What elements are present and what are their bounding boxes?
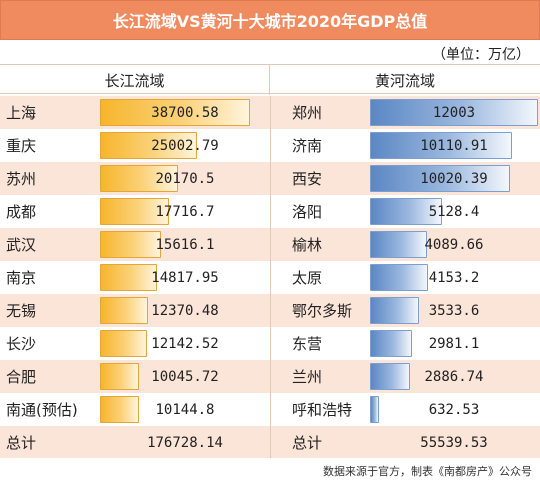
total-label-right: 总计	[292, 434, 323, 452]
table-row: 南京 14817.95 太原 4153.2	[0, 261, 540, 294]
bar-yangtze	[100, 396, 140, 423]
header-yellow-river: 黄河流域	[374, 71, 435, 90]
city-name-yellow-river: 西安	[292, 170, 323, 188]
value-yangtze: 12370.48	[151, 302, 219, 319]
table-row: 成都 17716.7 洛阳 5128.4	[0, 195, 540, 228]
bar-yellow-river	[370, 264, 429, 291]
city-name-yellow-river: 兰州	[292, 368, 323, 386]
total-row: 总计 176728.14 总计 55539.53	[0, 426, 540, 458]
bar-yellow-river	[370, 99, 538, 126]
city-name-yangtze: 合肥	[6, 368, 37, 386]
table-row: 合肥 10045.72 兰州 2886.74	[0, 360, 540, 393]
bar-yangtze	[100, 363, 139, 390]
city-name-yellow-river: 东营	[292, 335, 323, 353]
bar-yangtze	[100, 297, 148, 324]
value-yellow-river: 5128.4	[428, 203, 480, 220]
table-row: 重庆 25002.79 济南 10110.91	[0, 129, 540, 162]
table-row: 苏州 20170.5 西安 10020.39	[0, 162, 540, 195]
unit-label: （单位：万亿）	[432, 47, 530, 63]
city-name-yellow-river: 呼和浩特	[292, 401, 353, 419]
value-yellow-river: 4153.2	[428, 269, 480, 286]
bar-yellow-river	[370, 132, 512, 159]
value-yangtze: 10045.72	[151, 368, 219, 385]
city-name-yellow-river: 榆林	[292, 236, 323, 254]
bar-yellow-river	[370, 363, 411, 390]
total-value-left: 176728.14	[147, 434, 223, 451]
value-yangtze: 25002.79	[151, 137, 219, 154]
bar-yellow-river	[370, 165, 511, 192]
bar-yellow-river	[370, 297, 420, 324]
table-row: 长沙 12142.52 东营 2981.1	[0, 327, 540, 360]
city-name-yangtze: 南京	[6, 269, 37, 287]
bar-yangtze	[100, 264, 158, 291]
bar-yangtze	[100, 99, 250, 126]
value-yellow-river: 12003	[432, 104, 476, 121]
header-yangtze: 长江流域	[0, 65, 270, 95]
chart-title: 长江流域VS黄河十大城市2020年GDP总值	[0, 0, 540, 40]
bar-yangtze	[100, 330, 148, 357]
table-row: 无锡 12370.48 鄂尔多斯 3533.6	[0, 294, 540, 327]
table-row: 武汉 15616.1 榆林 4089.66	[0, 228, 540, 261]
city-name-yellow-river: 洛阳	[292, 203, 323, 221]
column-header-row: 长江流域 黄河流域	[0, 64, 540, 95]
bar-yangtze	[100, 165, 179, 192]
value-yellow-river: 3533.6	[428, 302, 480, 319]
city-name-yellow-river: 郑州	[292, 104, 323, 122]
value-yellow-river: 2981.1	[428, 335, 480, 352]
bar-yangtze	[100, 132, 197, 159]
city-name-yangtze: 南通(预估)	[6, 401, 78, 419]
bar-yangtze	[100, 198, 169, 225]
bar-yellow-river	[370, 198, 442, 225]
bar-yellow-river	[370, 396, 379, 423]
value-yangtze: 20170.5	[155, 170, 215, 187]
value-yellow-river: 10110.91	[420, 137, 488, 154]
bar-yellow-river	[370, 330, 412, 357]
table-row: 南通(预估) 10144.8 呼和浩特 632.53	[0, 393, 540, 426]
city-name-yellow-river: 鄂尔多斯	[292, 302, 353, 320]
value-yellow-river: 4089.66	[424, 236, 484, 253]
city-name-yangtze: 重庆	[6, 137, 37, 155]
city-name-yellow-river: 太原	[292, 269, 323, 287]
value-yellow-river: 10020.39	[420, 170, 488, 187]
source-footer: 数据来源于官方，制表《南都房产》公众号	[323, 465, 532, 478]
bar-yangtze	[100, 231, 161, 258]
city-name-yangtze: 成都	[6, 203, 37, 221]
bar-yellow-river	[370, 231, 428, 258]
city-name-yellow-river: 济南	[292, 137, 323, 155]
table-row: 上海 38700.58 郑州 12003	[0, 96, 540, 129]
city-name-yangtze: 苏州	[6, 170, 37, 188]
city-name-yangtze: 无锡	[6, 302, 37, 320]
value-yangtze: 12142.52	[151, 335, 219, 352]
city-name-yangtze: 上海	[6, 104, 37, 122]
value-yangtze: 10144.8	[155, 401, 215, 418]
value-yellow-river: 632.53	[428, 401, 480, 418]
value-yangtze: 17716.7	[155, 203, 215, 220]
city-name-yangtze: 武汉	[6, 236, 37, 254]
total-value-right: 55539.53	[420, 434, 488, 451]
value-yellow-river: 2886.74	[424, 368, 484, 385]
value-yangtze: 14817.95	[151, 269, 219, 286]
value-yangtze: 15616.1	[155, 236, 215, 253]
value-yangtze: 38700.58	[151, 104, 219, 121]
city-name-yangtze: 长沙	[6, 335, 37, 353]
total-label-left: 总计	[6, 434, 37, 452]
